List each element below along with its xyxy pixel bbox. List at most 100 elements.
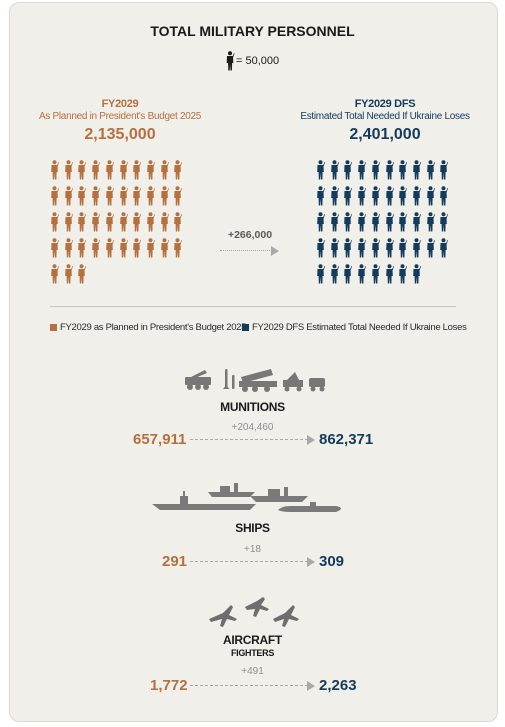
dfs-soldier-icon [426, 160, 435, 180]
planned-soldier-icon [173, 160, 183, 180]
planned-soldier-icon [91, 212, 101, 232]
planned-soldier-icon [64, 186, 73, 206]
munitions-arrow-head [307, 435, 315, 445]
ships-arrow-head [307, 557, 315, 567]
planned-soldier-icon [173, 186, 183, 206]
planned-soldier-icon [77, 264, 87, 284]
planned-soldier-icon [64, 264, 73, 284]
dfs-soldier-icon [316, 238, 325, 258]
infographic-card [9, 2, 498, 722]
planned-soldier-icon [119, 212, 128, 232]
dfs-soldier-icon [439, 186, 449, 206]
planned-soldier-icon [146, 212, 155, 232]
dfs-soldier-icon [412, 160, 421, 180]
planned-soldier-icon [119, 186, 128, 206]
dfs-soldier-icon [385, 238, 394, 258]
dfs-soldier-icon [412, 186, 421, 206]
planned-soldier-icon [50, 212, 59, 232]
dfs-soldier-icon [371, 186, 380, 206]
dfs-soldier-icon [426, 238, 435, 258]
planned-soldier-icon [160, 238, 169, 258]
planned-soldier-icon [64, 212, 73, 232]
dfs-soldier-icon [330, 238, 339, 258]
dfs-soldier-icon [357, 238, 367, 258]
dfs-soldier-icon [316, 264, 325, 284]
munitions-right-value: 862,371 [319, 431, 374, 448]
aircraft-right-value: 2,263 [319, 677, 357, 694]
dfs-soldier-icon [357, 160, 367, 180]
dfs-soldier-icon [412, 264, 421, 284]
ships-icon [152, 483, 341, 512]
right-subheading: Estimated Total Needed If Ukraine Loses [300, 111, 470, 122]
planned-soldier-icon [50, 238, 59, 258]
planned-soldier-icon [77, 186, 87, 206]
aircraft-diff: +491 [241, 666, 264, 677]
planned-soldier-icon [119, 160, 128, 180]
munitions-left-value: 657,911 [133, 431, 187, 448]
aircraft-label: AIRCRAFT [223, 633, 282, 647]
dfs-soldier-icon [330, 264, 339, 284]
dfs-soldier-icon [343, 186, 353, 206]
planned-soldier-icon [146, 186, 155, 206]
planned-soldier-icon [160, 212, 169, 232]
planned-soldier-icon [91, 186, 101, 206]
dfs-soldier-icon [371, 212, 380, 232]
dfs-soldier-icon [385, 186, 394, 206]
planned-soldier-icon [105, 186, 114, 206]
planned-soldier-icon [64, 238, 73, 258]
ships-arrow-line [190, 561, 308, 562]
dfs-soldier-icon [398, 186, 408, 206]
munitions-label: MUNITIONS [220, 400, 285, 414]
planned-soldier-icon [77, 238, 87, 258]
dfs-soldier-icon [426, 186, 435, 206]
dfs-soldier-icon [385, 160, 394, 180]
planned-soldier-icon [77, 160, 87, 180]
dfs-soldier-icon [357, 264, 367, 284]
dfs-soldier-icon [439, 212, 449, 232]
planned-soldier-icon [132, 186, 142, 206]
dfs-soldier-icon [316, 186, 325, 206]
legend-swatch-dfs [242, 324, 249, 331]
scale-label: = 50,000 [236, 55, 280, 67]
right-heading: FY2029 DFS [354, 98, 416, 110]
personnel-arrow-head [271, 246, 279, 256]
aircraft-arrow-head [307, 681, 315, 691]
planned-soldier-icon [173, 212, 183, 232]
aircraft-sublabel: FIGHTERS [230, 648, 275, 658]
dfs-soldier-icon [412, 212, 421, 232]
planned-soldier-icon [50, 160, 59, 180]
left-value: 2,135,000 [84, 126, 156, 143]
munitions-arrow-line [190, 439, 308, 440]
dfs-soldier-icon [330, 212, 339, 232]
right-value: 2,401,000 [349, 126, 421, 143]
ships-diff: +18 [244, 544, 261, 555]
munitions-icon [185, 369, 325, 392]
legend-label-dfs: FY2029 DFS Estimated Total Needed If Ukr… [252, 322, 467, 333]
planned-soldier-icon [105, 160, 114, 180]
left-subheading: As Planned in President's Budget 2025 [38, 111, 202, 122]
planned-soldier-icon [160, 160, 169, 180]
section-divider [50, 306, 456, 307]
planned-soldier-icon [77, 212, 87, 232]
personnel-arrow-line [220, 250, 272, 251]
page-title: TOTAL MILITARY PERSONNEL [150, 23, 355, 39]
planned-soldier-icon [173, 238, 183, 258]
dfs-soldier-icon [439, 238, 449, 258]
dfs-soldier-icon [330, 160, 339, 180]
planned-soldier-icon [132, 238, 142, 258]
planned-soldier-icon [50, 186, 59, 206]
dfs-soldier-icon [357, 186, 367, 206]
ships-right-value: 309 [319, 553, 345, 570]
ships-left-value: 291 [162, 553, 188, 570]
dfs-soldier-icon [398, 160, 408, 180]
aircraft-arrow-line [190, 685, 308, 686]
planned-soldier-icon [160, 186, 169, 206]
dfs-soldier-icon [371, 160, 380, 180]
planned-soldier-icon [119, 238, 128, 258]
dfs-soldier-icon [330, 186, 339, 206]
planned-soldier-icon [132, 160, 142, 180]
aircraft-left-value: 1,772 [150, 677, 188, 694]
planned-soldier-icon [64, 160, 73, 180]
legend-label-planned: FY2029 as Planned in President's Budget … [60, 322, 247, 333]
dfs-soldier-icon [343, 212, 353, 232]
